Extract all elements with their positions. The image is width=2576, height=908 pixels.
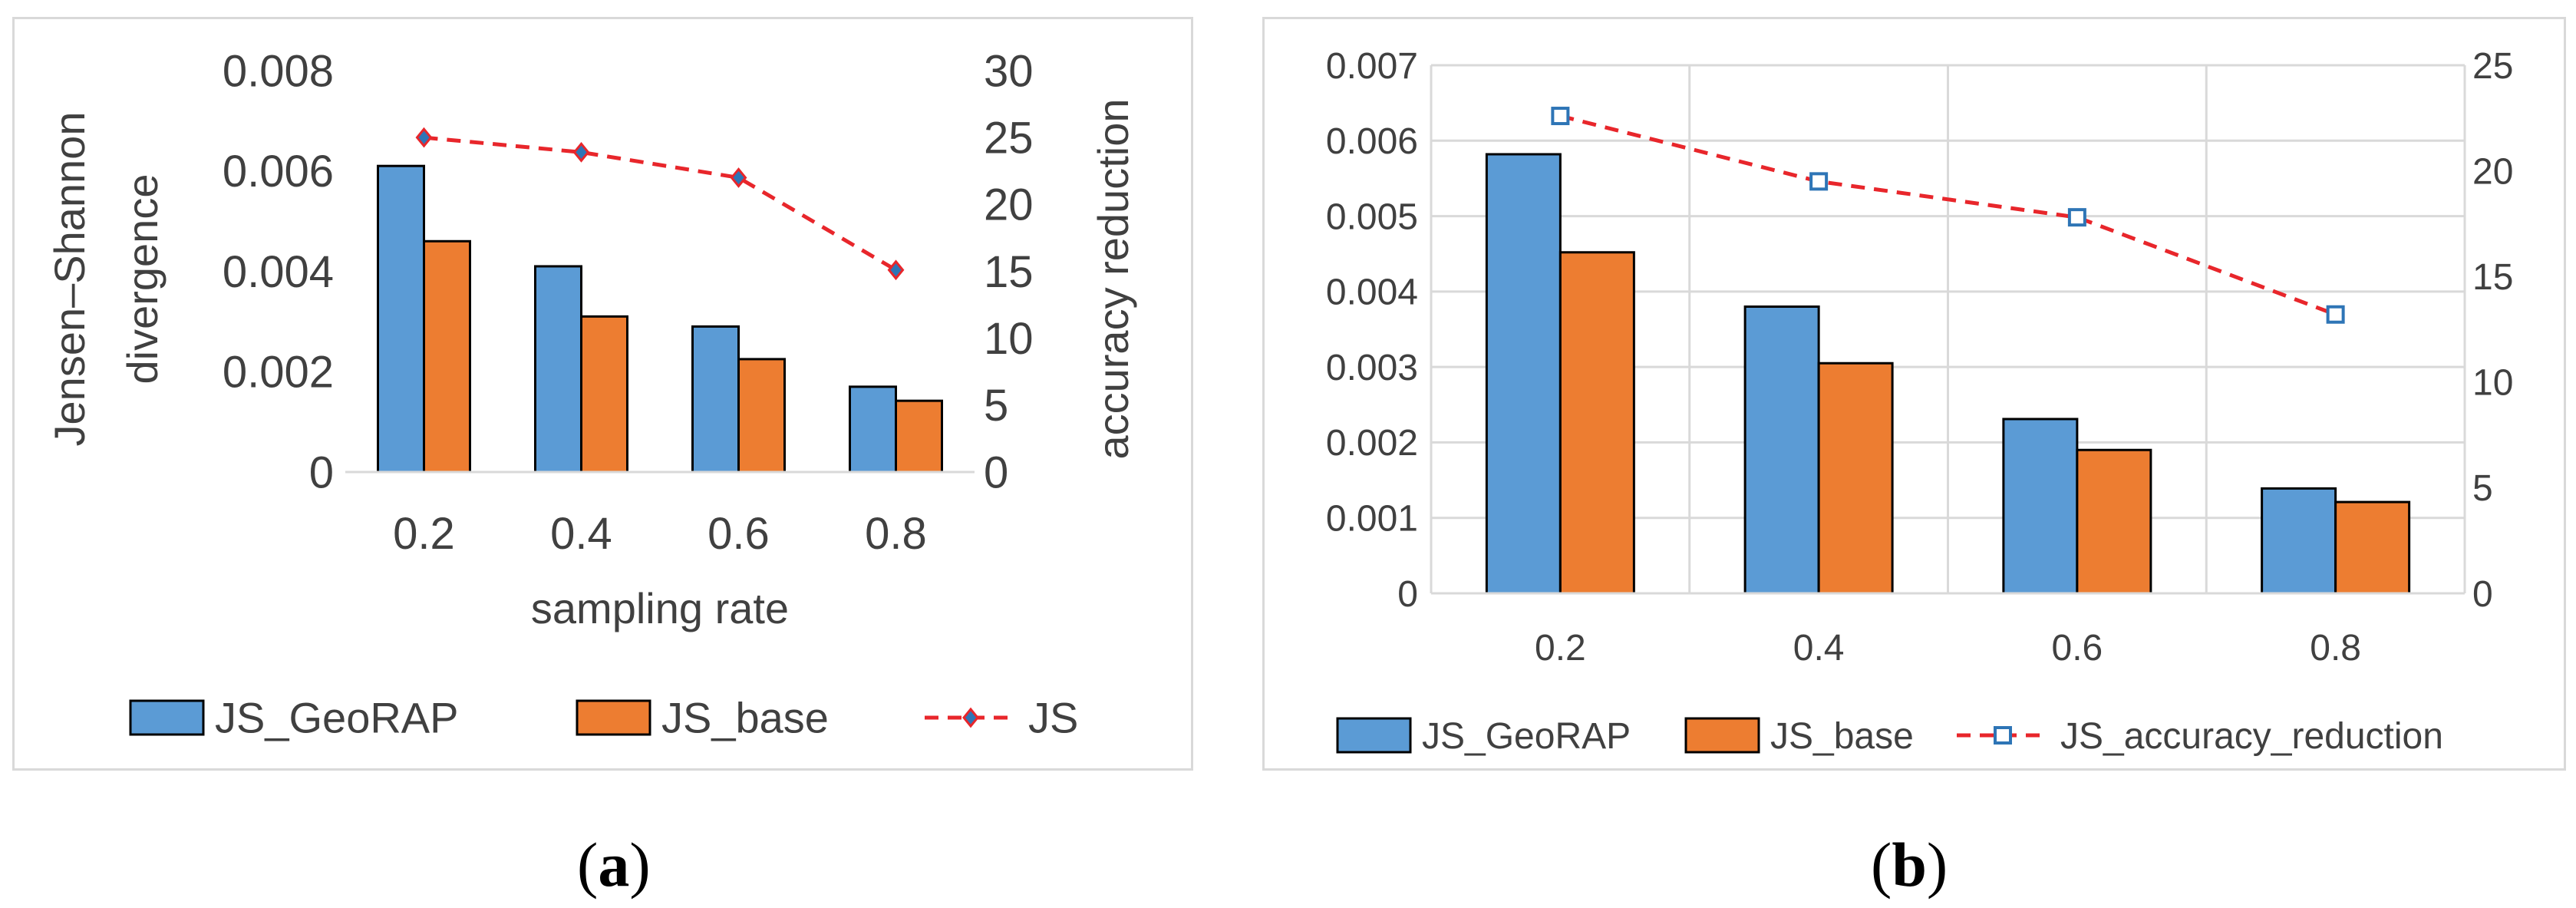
bar-a-JS_GeoRAP-2 — [691, 325, 740, 474]
marker-a-JS-1 — [572, 141, 590, 163]
y-tick-label-a-4: 0.008 — [223, 46, 334, 96]
x-tick-label-a-0: 0.2 — [393, 509, 455, 559]
x-tick-label-a-2: 0.6 — [707, 509, 770, 559]
legend-label-b-JS_base: JS_base — [1770, 716, 1914, 757]
marker-a-JS-2 — [730, 167, 747, 188]
caption-a-letter: a — [598, 830, 630, 900]
x-tick-label-b-3: 0.8 — [2310, 628, 2361, 669]
chart-panel-b — [1262, 17, 2566, 771]
legend-marker-a-JS — [962, 707, 979, 728]
y-axis-title-a-1: divergence — [118, 174, 167, 385]
bar-a-JS_base-3 — [895, 399, 943, 474]
bar-b-JS_GeoRAP-2 — [2002, 418, 2079, 595]
x-tick-label-b-1: 0.4 — [1793, 628, 1845, 669]
x-axis-title-a: sampling rate — [531, 584, 789, 632]
bar-a-JS_GeoRAP-1 — [534, 265, 582, 474]
y-tick-label-b-0: 0 — [1397, 574, 1418, 615]
marker-b-JS_accuracy_reduction-0 — [1551, 107, 1570, 126]
y-axis-title-a-0: Jensen–Shannon — [45, 112, 94, 447]
legend-marker-b-JS_accuracy_reduction — [1994, 726, 2012, 745]
line-b-JS_accuracy_reduction — [1559, 114, 2337, 317]
bar-a-JS_base-2 — [737, 358, 786, 474]
bar-b-JS_base-2 — [2076, 448, 2152, 595]
legend-swatch-b-JS_GeoRAP — [1336, 717, 1412, 754]
legend-label-b-JS_accuracy_reduction: JS_accuracy_reduction — [2060, 716, 2443, 757]
marker-b-JS_accuracy_reduction-3 — [2326, 305, 2345, 324]
bar-a-JS_base-0 — [423, 239, 471, 474]
y2-axis-title-a: accuracy reduction — [1089, 98, 1137, 459]
y2-tick-label-a-4: 20 — [984, 180, 1034, 230]
marker-a-JS-3 — [887, 259, 905, 281]
y-tick-label-b-2: 0.002 — [1326, 423, 1418, 464]
x-tick-label-b-0: 0.2 — [1535, 628, 1586, 669]
y-tick-label-b-6: 0.006 — [1326, 121, 1418, 162]
y2-tick-label-a-1: 5 — [984, 381, 1008, 431]
y2-tick-label-b-1: 5 — [2472, 468, 2493, 509]
line-a-JS — [424, 135, 897, 272]
marker-b-JS_accuracy_reduction-1 — [1809, 172, 1829, 191]
y-tick-label-a-0: 0 — [309, 447, 334, 497]
caption-a: (a) — [577, 830, 651, 900]
y2-tick-label-b-4: 20 — [2472, 151, 2513, 192]
bar-b-JS_GeoRAP-3 — [2261, 487, 2337, 595]
y2-tick-label-a-3: 15 — [984, 247, 1034, 297]
x-tick-label-a-3: 0.8 — [865, 509, 927, 559]
y2-tick-label-b-2: 10 — [2472, 363, 2513, 404]
y-tick-label-b-7: 0.007 — [1326, 46, 1418, 87]
legend-label-a-JS_base: JS_base — [661, 694, 829, 742]
bar-b-JS_base-1 — [1817, 362, 1894, 595]
x-tick-label-a-1: 0.4 — [550, 509, 612, 559]
y2-tick-label-b-5: 25 — [2472, 46, 2513, 87]
bar-b-JS_GeoRAP-1 — [1743, 305, 1820, 595]
y-tick-label-a-2: 0.004 — [223, 247, 334, 297]
y2-tick-label-b-0: 0 — [2472, 574, 2493, 615]
y2-tick-label-a-5: 25 — [984, 113, 1034, 163]
y-tick-label-b-3: 0.003 — [1326, 348, 1418, 388]
bar-a-JS_GeoRAP-0 — [377, 164, 425, 474]
caption-b: (b) — [1871, 830, 1948, 900]
legend-label-b-JS_GeoRAP: JS_GeoRAP — [1422, 716, 1631, 757]
bar-b-JS_base-0 — [1558, 251, 1635, 595]
y-tick-label-a-3: 0.006 — [223, 147, 334, 196]
legend-swatch-a-JS_GeoRAP — [129, 699, 205, 736]
y-tick-label-a-1: 0.002 — [223, 348, 334, 398]
bar-b-JS_base-3 — [2334, 500, 2411, 595]
bar-b-JS_GeoRAP-0 — [1485, 153, 1562, 595]
legend-label-a-JS: JS — [1028, 694, 1078, 742]
caption-b-letter: b — [1892, 830, 1927, 900]
bar-a-JS_base-1 — [580, 315, 628, 474]
y-tick-label-b-1: 0.001 — [1326, 499, 1418, 540]
y2-tick-label-a-2: 10 — [984, 314, 1034, 364]
legend-swatch-b-JS_base — [1684, 717, 1760, 754]
marker-a-JS-0 — [415, 127, 433, 148]
x-tick-label-b-2: 0.6 — [2052, 628, 2103, 669]
y2-tick-label-a-0: 0 — [984, 447, 1008, 497]
y-tick-label-b-4: 0.004 — [1326, 272, 1418, 313]
marker-b-JS_accuracy_reduction-2 — [2067, 208, 2086, 227]
y2-tick-label-a-6: 30 — [984, 46, 1034, 96]
legend-swatch-a-JS_base — [576, 699, 651, 736]
y-tick-label-b-5: 0.005 — [1326, 196, 1418, 237]
bar-a-JS_GeoRAP-3 — [849, 385, 897, 474]
legend-label-a-JS_GeoRAP: JS_GeoRAP — [215, 694, 459, 742]
y2-tick-label-b-3: 15 — [2472, 257, 2513, 298]
